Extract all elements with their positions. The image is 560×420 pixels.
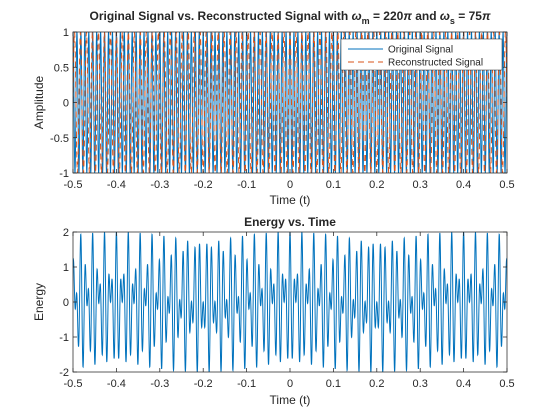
- x-tick-label: -0.3: [150, 179, 169, 191]
- top-chart-title: Original Signal vs. Reconstructed Signal…: [90, 9, 491, 26]
- x-tick-label: 0.3: [413, 378, 428, 390]
- x-tick-label: -0.1: [237, 179, 256, 191]
- x-tick-label: -0.4: [107, 378, 126, 390]
- y-tick-label: 0.5: [54, 62, 69, 74]
- x-tick-label: -0.2: [194, 179, 213, 191]
- legend: Original Signal Reconstructed Signal: [340, 38, 503, 71]
- x-tick-label: 0.2: [369, 179, 384, 191]
- bottom-x-ticks: -0.5 -0.4 -0.3 -0.2 -0.1 0 0.1 0.2 0.3 0.4 0.5: [64, 232, 515, 390]
- x-tick-label: -0.5: [64, 378, 83, 390]
- x-tick-label: 0: [287, 378, 293, 390]
- bottom-x-axis-label: Time (t): [270, 393, 311, 407]
- series-line-energy: [73, 232, 507, 372]
- x-tick-label: 0: [287, 179, 293, 191]
- y-tick-label: 0: [63, 98, 69, 110]
- x-tick-label: 0.5: [499, 179, 514, 191]
- y-tick-label: -2: [59, 367, 69, 379]
- x-tick-label: -0.1: [237, 378, 256, 390]
- bottom-axes: Energy vs. Time -0.5 -0.4 -0.3 -0.2 -0.1 0 0.1…: [32, 215, 515, 407]
- x-tick-label: 0.5: [499, 378, 514, 390]
- bottom-y-ticks: -2 -1 0 1 2: [59, 227, 507, 379]
- top-x-ticks: -0.5 -0.4 -0.3 -0.2 -0.1 0 0.1 0.2 0.3 0.4 0.5: [64, 32, 515, 191]
- y-tick-label: 1: [63, 262, 69, 274]
- bottom-chart-title: Energy vs. Time: [244, 215, 336, 229]
- x-tick-label: 0.2: [369, 378, 384, 390]
- legend-label-reconstructed-signal: Reconstructed Signal: [388, 58, 483, 69]
- top-x-axis-label: Time (t): [270, 193, 311, 207]
- x-tick-label: 0.4: [456, 179, 471, 191]
- y-tick-label: 0: [63, 297, 69, 309]
- legend-label-original-signal: Original Signal: [388, 45, 453, 56]
- y-tick-label: -1: [59, 168, 69, 180]
- x-tick-label: -0.2: [194, 378, 213, 390]
- x-tick-label: 0.3: [413, 179, 428, 191]
- y-tick-label: 1: [63, 27, 69, 39]
- series-line-original-signal: [73, 32, 507, 173]
- x-tick-label: 0.1: [326, 179, 341, 191]
- x-tick-label: 0.1: [326, 378, 341, 390]
- top-y-ticks: -1 -0.5 0 0.5 1: [50, 27, 507, 180]
- bottom-y-axis-label: Energy: [32, 283, 46, 321]
- y-tick-label: 2: [63, 227, 69, 239]
- y-tick-label: -1: [59, 332, 69, 344]
- x-tick-label: -0.5: [64, 179, 83, 191]
- x-tick-label: -0.4: [107, 179, 126, 191]
- y-tick-label: -0.5: [50, 133, 69, 145]
- top-y-axis-label: Amplitude: [32, 76, 46, 130]
- top-axes: Original Signal vs. Reconstructed Signal…: [32, 9, 515, 207]
- x-tick-label: 0.4: [456, 378, 471, 390]
- x-tick-label: -0.3: [150, 378, 169, 390]
- legend-box: [340, 38, 503, 71]
